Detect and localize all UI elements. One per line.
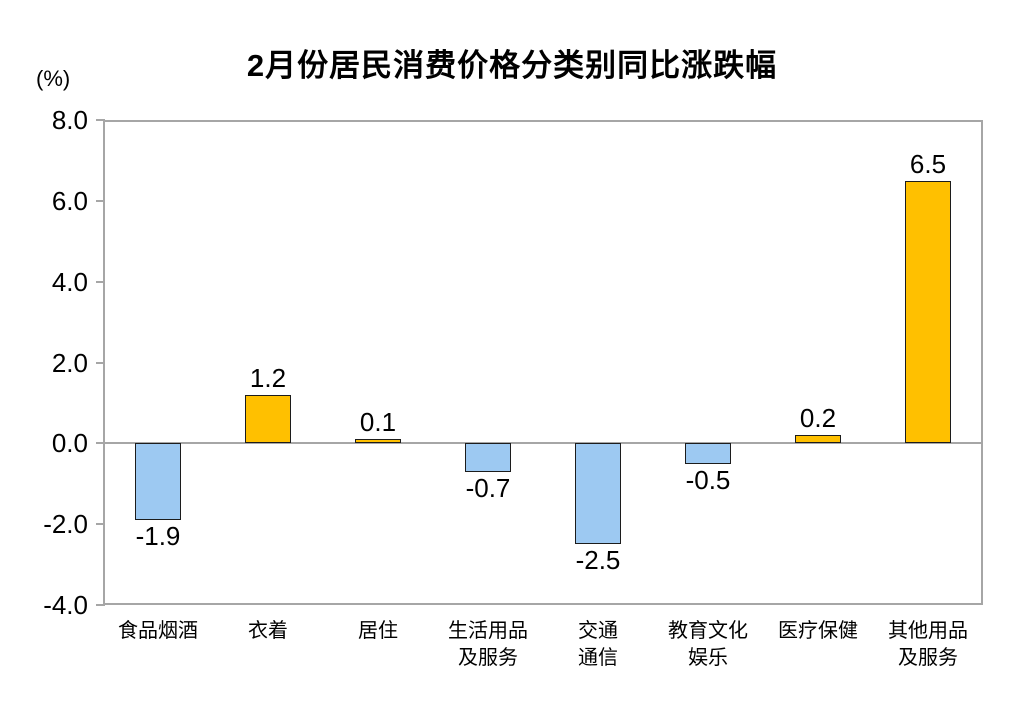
bar-value-label: 0.2 — [799, 403, 837, 434]
y-tick-label: 6.0 — [51, 185, 88, 216]
x-category-label: 衣着 — [248, 620, 288, 642]
x-category-label: 食品烟酒 — [118, 620, 198, 642]
bar-生活用品及服务 — [465, 443, 511, 472]
bar-value-label: -1.9 — [135, 521, 181, 552]
y-tick-mark — [96, 199, 105, 202]
bar-value-label: -2.5 — [575, 545, 621, 576]
y-tick-label: -4.0 — [43, 590, 88, 620]
bar-value-label: 1.2 — [249, 362, 287, 393]
x-category-label: 教育文化 娱乐 — [668, 620, 748, 669]
y-tick-label: 0.0 — [51, 428, 88, 459]
y-tick-mark — [96, 361, 105, 364]
y-tick-label: -2.0 — [43, 509, 88, 540]
bar-其他用品及服务 — [905, 180, 951, 444]
y-tick-mark — [96, 119, 105, 121]
bar-居住 — [355, 439, 401, 444]
x-category-label: 生活用品 及服务 — [448, 620, 528, 669]
plot-area — [103, 120, 983, 605]
bar-交通通信 — [575, 443, 621, 545]
zero-baseline — [103, 442, 983, 445]
y-tick-mark — [96, 523, 105, 526]
y-tick-mark — [96, 442, 105, 445]
chart-title: 2月份居民消费价格分类别同比涨跌幅 — [246, 48, 778, 83]
bar-value-label: -0.7 — [465, 472, 511, 503]
y-tick-mark — [96, 604, 105, 606]
y-tick-label: 2.0 — [51, 347, 88, 378]
y-tick-label: 8.0 — [51, 105, 88, 135]
x-category-label: 居住 — [358, 620, 398, 642]
bar-教育文化娱乐 — [685, 443, 731, 464]
bar-医疗保健 — [795, 435, 841, 444]
y-tick-mark — [96, 280, 105, 283]
bar-食品烟酒 — [135, 443, 181, 521]
bar-value-label: 6.5 — [909, 148, 947, 179]
x-category-label: 交通 通信 — [578, 620, 618, 669]
bar-value-label: -0.5 — [685, 464, 731, 495]
y-tick-label: 4.0 — [51, 266, 88, 297]
x-category-label: 其他用品 及服务 — [888, 620, 968, 669]
x-category-label: 医疗保健 — [778, 620, 858, 642]
bar-衣着 — [245, 394, 291, 444]
bar-value-label: 0.1 — [359, 407, 397, 438]
y-axis-unit-label: (%) — [36, 66, 71, 91]
